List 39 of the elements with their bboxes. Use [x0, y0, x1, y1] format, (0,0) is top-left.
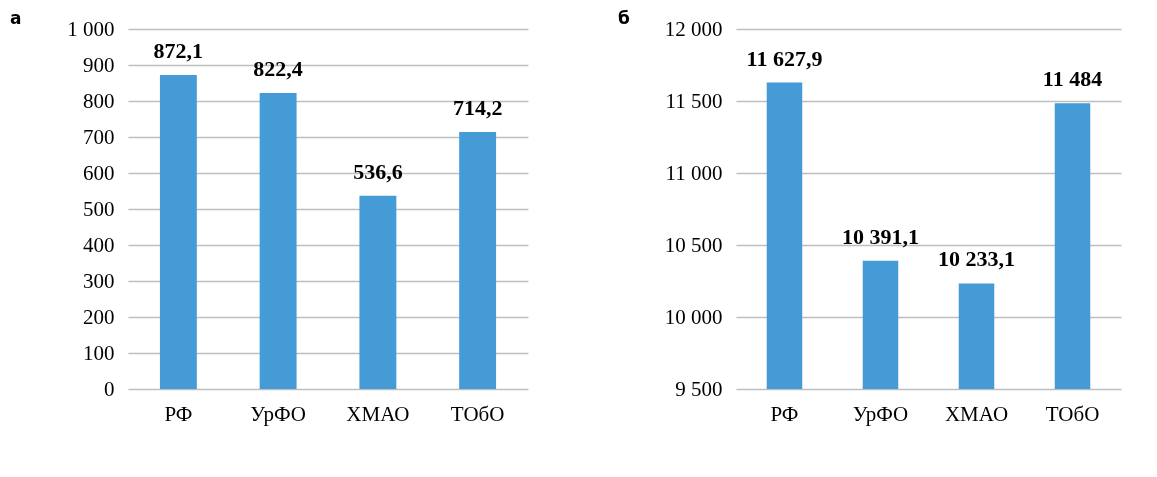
- x-tick-label: РФ: [770, 401, 799, 426]
- y-tick-label: 200: [83, 304, 115, 329]
- y-tick-label: 900: [83, 52, 115, 77]
- y-tick-label: 12 000: [664, 16, 723, 41]
- x-tick-label: ХМАО: [944, 401, 1009, 426]
- data-label: 872,1: [153, 38, 204, 64]
- x-tick-label: УрФО: [250, 401, 306, 426]
- chart-title: а: [10, 8, 22, 28]
- data-label: 11 484: [1042, 66, 1103, 92]
- data-label: 11 627,9: [746, 45, 823, 71]
- y-tick-label: 0: [104, 376, 115, 401]
- y-tick-label: 11 500: [665, 88, 723, 113]
- x-tick-label: РФ: [164, 401, 193, 426]
- x-tick-label: ТОбО: [1045, 401, 1100, 426]
- y-tick-label: 11 000: [665, 160, 723, 185]
- y-tick-label: 9 500: [675, 376, 723, 401]
- y-tick-label: 400: [83, 232, 115, 257]
- data-label: 822,4: [253, 55, 303, 81]
- data-label: 10 233,1: [938, 246, 1016, 272]
- data-label: 10 391,1: [841, 223, 919, 249]
- y-tick-label: 500: [83, 196, 115, 221]
- x-tick-label: ТОбО: [450, 401, 505, 426]
- y-tick-label: 10 000: [664, 304, 723, 329]
- bar: [259, 92, 297, 389]
- x-tick-label: УрФО: [852, 401, 909, 426]
- chart-title: б: [618, 8, 630, 28]
- y-tick-label: 600: [83, 160, 115, 185]
- data-label: 714,2: [452, 94, 503, 120]
- y-tick-label: 100: [83, 340, 115, 365]
- bar: [459, 131, 497, 389]
- y-tick-label: 300: [83, 268, 115, 293]
- y-tick-label: 700: [83, 124, 115, 149]
- x-tick-label: ХМАО: [346, 401, 410, 426]
- bar: [359, 195, 397, 389]
- data-label: 536,6: [353, 158, 403, 184]
- bar: [159, 75, 197, 389]
- y-tick-label: 10 500: [664, 232, 723, 257]
- y-tick-label: 1 000: [67, 16, 115, 41]
- y-tick-label: 800: [83, 88, 115, 113]
